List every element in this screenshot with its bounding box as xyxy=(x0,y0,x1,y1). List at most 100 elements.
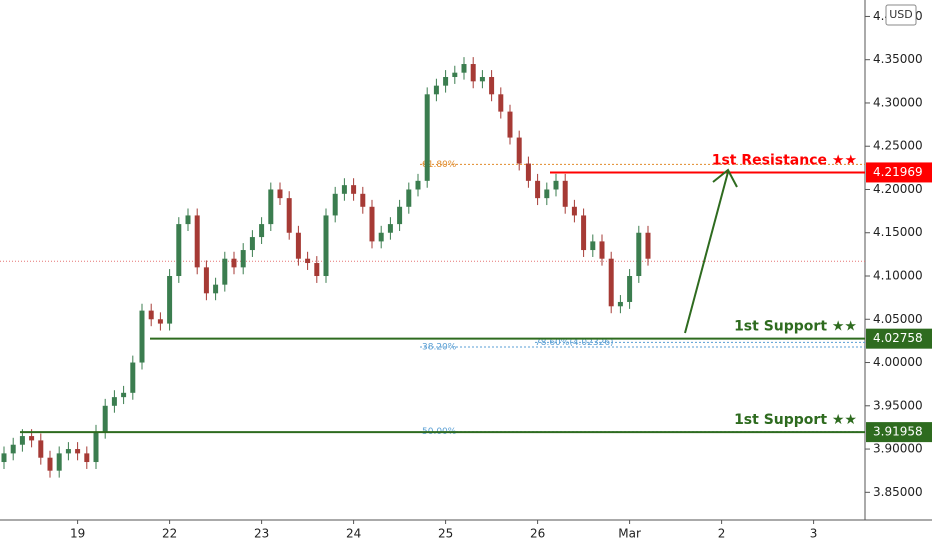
candle-body xyxy=(185,215,191,225)
level-price-box xyxy=(866,422,932,443)
y-tick-label: 3.90000 xyxy=(873,442,923,456)
candle-body xyxy=(148,310,154,320)
candle-body xyxy=(627,276,633,302)
candle-body xyxy=(645,232,651,259)
candle-body xyxy=(286,198,292,233)
candle-body xyxy=(553,180,559,190)
level-price-box xyxy=(866,162,932,183)
candle-body xyxy=(295,232,301,259)
candle-body xyxy=(121,392,127,398)
candle-body xyxy=(341,185,347,194)
candle-body xyxy=(433,85,439,95)
candle-body xyxy=(157,319,163,324)
candle-body xyxy=(102,405,108,432)
candle-body xyxy=(461,64,467,73)
candle-body xyxy=(387,224,393,233)
candle-body xyxy=(581,215,587,251)
candle-body xyxy=(617,301,623,307)
candle-body xyxy=(498,94,504,112)
candle-body xyxy=(470,64,476,82)
level-price-label: 4.21969 xyxy=(873,165,923,179)
candle-body xyxy=(443,77,449,86)
candle-body xyxy=(571,206,577,216)
candle-body xyxy=(535,180,541,199)
x-tick-label: 24 xyxy=(346,527,361,541)
candle-body xyxy=(351,185,357,194)
currency-box xyxy=(885,4,917,26)
candle-body xyxy=(259,224,265,238)
candle-body xyxy=(489,77,495,95)
candle-body xyxy=(516,137,522,164)
candle-body xyxy=(139,310,145,363)
candle-body xyxy=(1,453,7,463)
level-label: 1st Support ★★ xyxy=(734,412,857,428)
candle-body xyxy=(130,362,136,393)
candle-body xyxy=(479,77,485,82)
candle-body xyxy=(203,267,209,294)
candle-body xyxy=(56,453,62,471)
candle-body xyxy=(65,449,71,454)
candle-body xyxy=(47,457,53,471)
candle-body xyxy=(277,189,283,199)
arrow-shaft xyxy=(684,171,729,334)
candle-body xyxy=(10,444,16,454)
candle-body xyxy=(29,436,35,441)
candle-body xyxy=(323,215,329,277)
currency-label: USD xyxy=(889,8,913,21)
candle-body xyxy=(75,449,81,454)
candle-body xyxy=(213,284,219,294)
candle-body xyxy=(599,241,605,259)
candle-body xyxy=(544,189,550,199)
candle-body xyxy=(562,180,568,207)
candle-body xyxy=(608,258,614,307)
y-tick-label: 4.25000 xyxy=(873,139,923,153)
level-label: 1st Resistance ★★ xyxy=(712,152,857,168)
candle-body xyxy=(636,232,642,277)
fib-label: 61.80% xyxy=(422,160,457,170)
y-tick-label: 4.10000 xyxy=(873,269,923,283)
candle-body xyxy=(268,189,274,225)
level-price-box xyxy=(866,328,932,349)
candle-body xyxy=(415,180,421,190)
candle-body xyxy=(84,453,90,463)
y-tick-label: 4.20000 xyxy=(873,182,923,196)
candle-body xyxy=(176,224,182,277)
candle-body xyxy=(507,111,513,138)
arrow-head xyxy=(712,168,738,188)
candle-body xyxy=(222,258,228,285)
candle-body xyxy=(360,193,366,207)
x-tick-label: 2 xyxy=(718,527,726,541)
x-tick-label: 3 xyxy=(810,527,818,541)
x-tick-label: 26 xyxy=(530,527,545,541)
y-tick-label: 3.95000 xyxy=(873,398,923,412)
candle-body xyxy=(332,193,338,216)
y-tick-label: 4.30000 xyxy=(873,95,923,109)
candle-body xyxy=(590,241,596,251)
y-tick-label: 3.85000 xyxy=(873,485,923,499)
x-tick-label: Mar xyxy=(618,527,641,541)
x-tick-label: 23 xyxy=(254,527,269,541)
candle-body xyxy=(240,250,246,268)
candle-body xyxy=(452,72,458,78)
candle-body xyxy=(111,397,117,406)
level-label: 1st Support ★★ xyxy=(734,319,857,335)
candle-body xyxy=(19,436,25,445)
level-price-label: 4.02758 xyxy=(873,331,923,345)
candle-body xyxy=(38,440,44,458)
x-tick-label: 19 xyxy=(70,527,85,541)
fib-label: 78.60%(4.02326) xyxy=(535,338,614,348)
candle-body xyxy=(194,215,200,268)
candle-body xyxy=(369,206,375,242)
level-price-label: 3.91958 xyxy=(873,425,923,439)
x-tick-label: 25 xyxy=(438,527,453,541)
x-tick-label: 22 xyxy=(162,527,177,541)
candle-body xyxy=(406,189,412,207)
y-tick-label: 4.35000 xyxy=(873,52,923,66)
y-tick-label: 4.15000 xyxy=(873,225,923,239)
candle-body xyxy=(167,276,173,324)
candle-body xyxy=(397,206,403,225)
y-tick-label: 4.00000 xyxy=(873,355,923,369)
candle-body xyxy=(231,258,237,268)
